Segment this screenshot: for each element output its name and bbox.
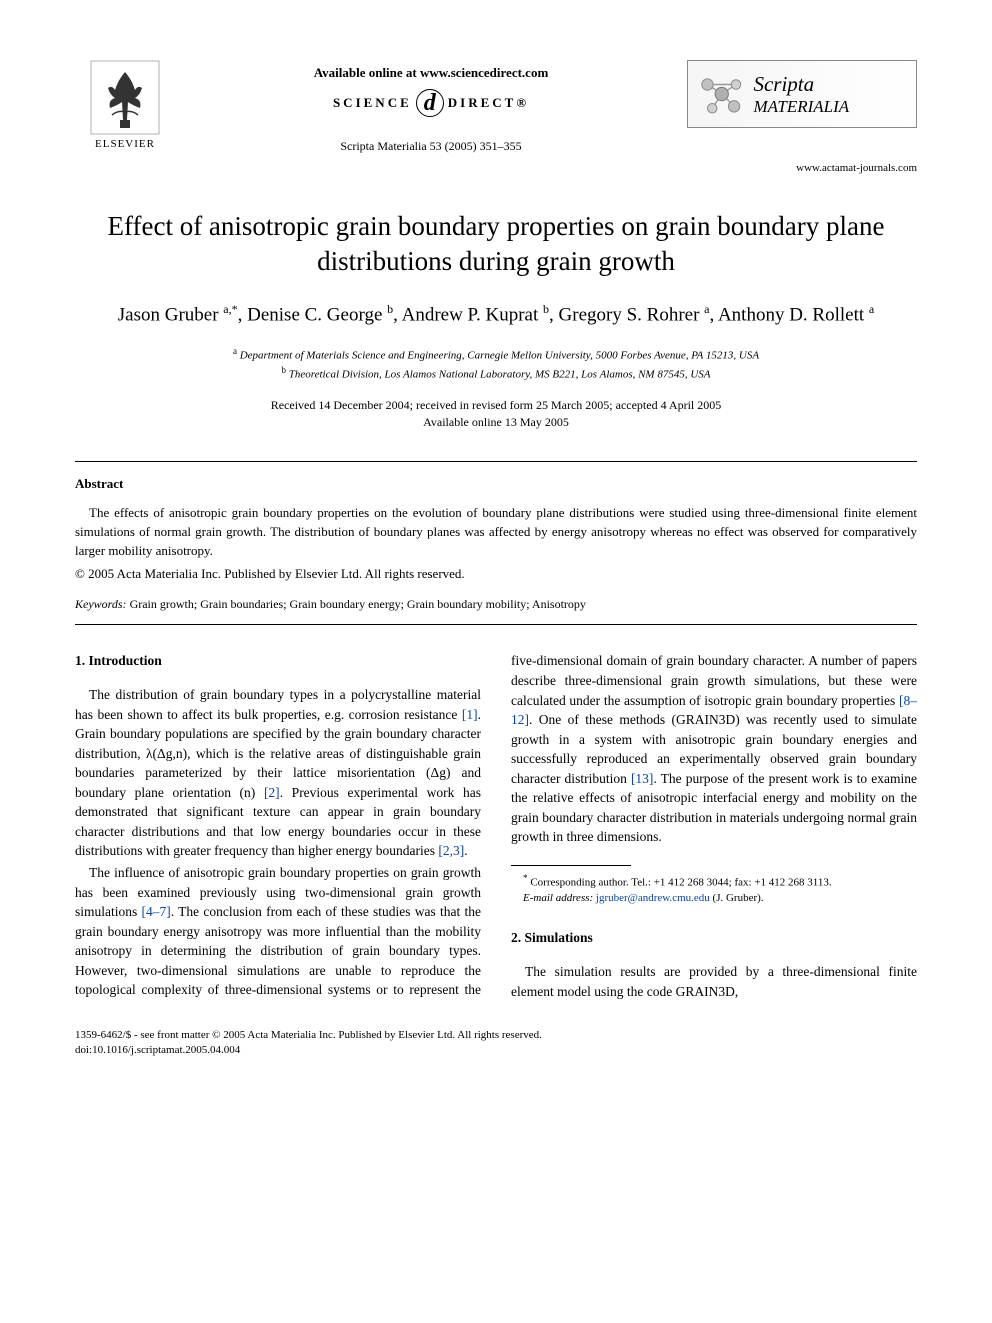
abstract-copyright: © 2005 Acta Materialia Inc. Published by… — [75, 565, 917, 584]
intro-p1-a: The distribution of grain boundary types… — [75, 687, 481, 722]
elsevier-tree-icon — [90, 60, 160, 135]
simulations-heading: 2. Simulations — [511, 928, 917, 948]
abstract-heading: Abstract — [75, 476, 917, 492]
footer-copyright: 1359-6462/$ - see front matter © 2005 Ac… — [75, 1028, 917, 1043]
corresponding-author-footnote: * Corresponding author. Tel.: +1 412 268… — [511, 872, 917, 891]
available-online-text: Available online at www.sciencedirect.co… — [314, 65, 549, 81]
dates-received: Received 14 December 2004; received in r… — [75, 397, 917, 414]
sd-at-icon: d — [416, 89, 444, 117]
ref-link-1[interactable]: [1] — [462, 707, 478, 722]
page-header: ELSEVIER Available online at www.science… — [75, 60, 917, 154]
keywords-text: Grain growth; Grain boundaries; Grain bo… — [127, 597, 586, 611]
affiliation-a-text: Department of Materials Science and Engi… — [240, 350, 759, 362]
email-footnote: E-mail address: jgruber@andrew.cmu.edu (… — [511, 891, 917, 906]
keywords-label: Keywords: — [75, 597, 127, 611]
affiliations: a Department of Materials Science and En… — [75, 345, 917, 383]
affiliation-b-text: Theoretical Division, Los Alamos Nationa… — [289, 369, 711, 381]
keywords-line: Keywords: Grain growth; Grain boundaries… — [75, 597, 917, 612]
email-label: E-mail address: — [523, 892, 593, 904]
abstract-text: The effects of anisotropic grain boundar… — [75, 504, 917, 561]
ref-link-2[interactable]: [2] — [264, 785, 280, 800]
center-header: Available online at www.sciencedirect.co… — [175, 60, 687, 154]
footer-doi: doi:10.1016/j.scriptamat.2005.04.004 — [75, 1043, 917, 1058]
page-footer: 1359-6462/$ - see front matter © 2005 Ac… — [75, 1028, 917, 1059]
footnote-corr-text: Corresponding author. Tel.: +1 412 268 3… — [530, 877, 831, 889]
publisher-logo-block: ELSEVIER — [75, 60, 175, 150]
intro-p1-d: . — [464, 843, 467, 858]
email-name: (J. Gruber). — [710, 892, 764, 904]
rule-bottom — [75, 624, 917, 625]
science-direct-logo: SCIENCE d DIRECT® — [333, 89, 529, 117]
authors-line: Jason Gruber a,*, Denise C. George b, An… — [75, 301, 917, 329]
journal-block-wrapper: Scripta MATERIALIA — [687, 60, 917, 128]
journal-molecule-icon — [698, 69, 745, 119]
body-columns: 1. Introduction The distribution of grai… — [75, 651, 917, 1001]
intro-para-1: The distribution of grain boundary types… — [75, 685, 481, 861]
rule-top — [75, 461, 917, 462]
article-dates: Received 14 December 2004; received in r… — [75, 397, 917, 431]
ref-link-13[interactable]: [13] — [631, 771, 654, 786]
journal-name: Scripta MATERIALIA — [753, 72, 906, 117]
ref-link-2-3[interactable]: [2,3] — [438, 843, 464, 858]
sd-left: SCIENCE — [333, 95, 412, 111]
simulations-para-1: The simulation results are provided by a… — [511, 962, 917, 1001]
citation-line: Scripta Materialia 53 (2005) 351–355 — [340, 139, 521, 154]
footnote-rule — [511, 865, 631, 866]
intro-heading: 1. Introduction — [75, 651, 481, 671]
journal-url[interactable]: www.actamat-journals.com — [75, 162, 917, 174]
sd-right: DIRECT® — [448, 95, 529, 111]
journal-materialia: MATERIALIA — [753, 97, 849, 116]
affiliation-a: a Department of Materials Science and En… — [75, 345, 917, 364]
elsevier-label: ELSEVIER — [95, 138, 155, 150]
affiliation-b: b Theoretical Division, Los Alamos Natio… — [75, 364, 917, 383]
footnote-block: * Corresponding author. Tel.: +1 412 268… — [511, 865, 917, 906]
email-link[interactable]: jgruber@andrew.cmu.edu — [596, 892, 710, 904]
journal-scripta: Scripta — [753, 72, 814, 96]
journal-logo-block: Scripta MATERIALIA — [687, 60, 917, 128]
article-title: Effect of anisotropic grain boundary pro… — [75, 209, 917, 279]
dates-online: Available online 13 May 2005 — [75, 414, 917, 431]
ref-link-4-7[interactable]: [4–7] — [142, 904, 171, 919]
